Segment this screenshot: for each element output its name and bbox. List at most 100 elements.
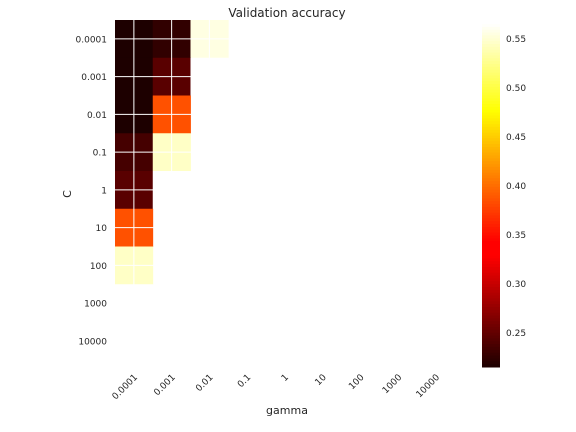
colorbar-segment: [482, 275, 500, 279]
colorbar-segment: [482, 66, 500, 71]
colorbar-segment: [482, 318, 500, 322]
colorbar-segment: [482, 241, 500, 245]
colorbar-segment: [482, 312, 500, 317]
colorbar-segment: [482, 132, 500, 136]
y-tick-label: 0.1: [93, 149, 107, 159]
colorbar-segment: [482, 261, 500, 265]
colorbar-segment: [482, 315, 500, 319]
colorbar-segment: [482, 81, 500, 85]
colorbar-segment: [482, 364, 500, 368]
colorbar-tick-label: 0.45: [506, 133, 526, 143]
colorbar-tick-label: 0.30: [506, 280, 526, 290]
colorbar-segment: [482, 321, 500, 325]
colorbar-segment: [482, 129, 500, 134]
y-tick-labels: 0.0001 0.001 0.01 0.1 1 10 100 1000 10000: [76, 35, 108, 347]
colorbar-segment: [482, 106, 500, 111]
colorbar-segment: [482, 304, 500, 308]
colorbar-tick-label: 0.40: [506, 182, 526, 192]
colorbar-segment: [482, 118, 500, 122]
colorbar-segment: [482, 306, 500, 311]
colorbar-segment: [482, 32, 500, 36]
x-tick-label: 100: [347, 373, 366, 392]
colorbar-segment: [482, 186, 500, 191]
colorbar-segment: [482, 164, 500, 168]
colorbar-segment: [482, 206, 500, 211]
colorbar-segment: [482, 138, 500, 142]
colorbar-segment: [482, 335, 500, 339]
colorbar-segment: [482, 64, 500, 68]
colorbar-segment: [482, 184, 500, 188]
colorbar-segment: [482, 146, 500, 151]
colorbar-segment: [482, 332, 500, 337]
colorbar: [482, 24, 500, 368]
colorbar-segment: [482, 301, 500, 305]
colorbar-tick-label: 0.25: [506, 329, 526, 339]
colorbar-segment: [482, 258, 500, 262]
colorbar-segment: [482, 46, 500, 51]
colorbar-segment: [482, 112, 500, 116]
colorbar-segment: [482, 238, 500, 242]
y-tick-label: 0.001: [81, 73, 107, 83]
colorbar-segment: [482, 218, 500, 222]
colorbar-segment: [482, 264, 500, 268]
colorbar-segment: [482, 344, 500, 348]
colorbar-segment: [482, 338, 500, 342]
colorbar-segment: [482, 269, 500, 274]
colorbar-segment: [482, 158, 500, 162]
x-tick-label: 10000: [415, 373, 443, 401]
colorbar-segment: [482, 329, 500, 334]
colorbar-segment: [482, 324, 500, 328]
y-tick-label: 10: [96, 224, 108, 234]
colorbar-segment: [482, 89, 500, 94]
colorbar-segment: [482, 52, 500, 56]
colorbar-segment: [482, 281, 500, 285]
colorbar-segment: [482, 61, 500, 65]
colorbar-segment: [482, 124, 500, 128]
colorbar-segment: [482, 278, 500, 282]
colorbar-segment: [482, 49, 500, 54]
colorbar-segment: [482, 175, 500, 179]
y-tick-label: 1: [101, 186, 107, 196]
colorbar-segment: [482, 255, 500, 259]
colorbar-segment: [482, 161, 500, 165]
colorbar-segment: [482, 272, 500, 277]
colorbar-segment: [482, 69, 500, 74]
colorbar-segment: [482, 212, 500, 217]
colorbar-segment: [482, 209, 500, 214]
colorbar-segment: [482, 78, 500, 82]
colorbar-segment: [482, 349, 500, 354]
colorbar-segment: [482, 192, 500, 196]
colorbar-segment: [482, 226, 500, 231]
colorbar-segment: [482, 361, 500, 365]
colorbar-tick-label: 0.35: [506, 231, 526, 241]
colorbar-segment: [482, 92, 500, 96]
colorbar-segment: [482, 341, 500, 345]
colorbar-segment: [482, 246, 500, 251]
colorbar-segment: [482, 135, 500, 139]
colorbar-segment: [482, 189, 500, 194]
colorbar-segment: [482, 198, 500, 202]
colorbar-segment: [482, 38, 500, 42]
colorbar-segment: [482, 41, 500, 45]
colorbar-segment: [482, 152, 500, 156]
colorbar-tick-label: 0.50: [506, 84, 526, 94]
colorbar-segment: [482, 75, 500, 79]
colorbar-segment: [482, 295, 500, 299]
colorbar-segment: [482, 204, 500, 208]
chart-title: Validation accuracy: [228, 6, 345, 20]
colorbar-segment: [482, 249, 500, 254]
colorbar-segment: [482, 309, 500, 314]
x-tick-label: 0.1: [236, 373, 253, 390]
colorbar-segment: [482, 29, 500, 34]
colorbar-segment: [482, 252, 500, 257]
colorbar-segment: [482, 346, 500, 351]
colorbar-segment: [482, 195, 500, 199]
colorbar-segment: [482, 26, 500, 31]
x-tick-labels: 0.0001 0.001 0.01 0.1 1 10 100 1000 10000: [111, 373, 443, 403]
colorbar-segment: [482, 95, 500, 99]
colorbar-segment: [482, 172, 500, 176]
colorbar-segment: [482, 266, 500, 271]
y-tick-label: 1000: [84, 300, 107, 310]
x-tick-label: 0.0001: [111, 373, 140, 402]
y-tick-label: 10000: [78, 337, 107, 347]
